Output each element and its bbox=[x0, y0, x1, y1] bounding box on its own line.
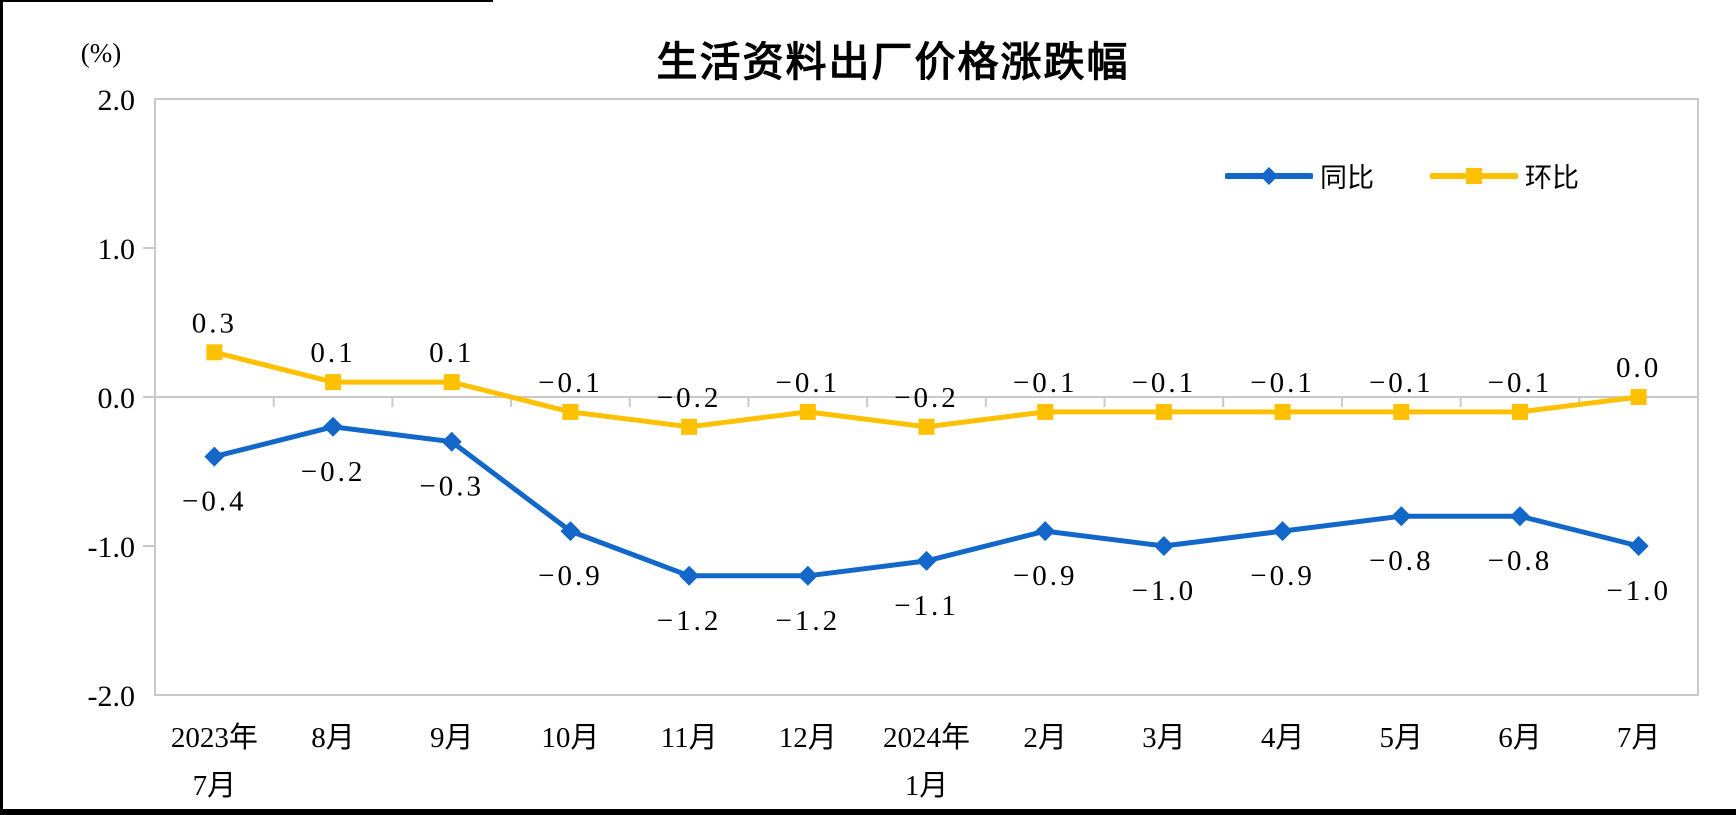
data-label: −1.0 bbox=[1132, 575, 1197, 607]
diamond-marker bbox=[323, 416, 344, 437]
square-marker bbox=[1630, 389, 1647, 405]
diamond-marker bbox=[679, 565, 700, 586]
square-marker bbox=[562, 403, 579, 420]
square-marker bbox=[1037, 403, 1054, 420]
square-line-sample-icon bbox=[1430, 167, 1518, 184]
data-label: −0.1 bbox=[776, 367, 841, 399]
square-marker bbox=[443, 374, 460, 391]
square-marker bbox=[681, 418, 698, 435]
x-tick-label: 7月 bbox=[193, 770, 237, 802]
data-label: −0.1 bbox=[1250, 367, 1315, 399]
diamond-marker bbox=[1035, 521, 1056, 542]
x-tick-label: 2024年 bbox=[883, 721, 970, 754]
data-label: −0.8 bbox=[1488, 545, 1553, 577]
y-axis-labels: 2.0 1.0 0.0 -1.0 -2.0 bbox=[88, 84, 136, 713]
y-tick-label: 0.0 bbox=[98, 382, 136, 415]
data-label: −0.1 bbox=[1132, 367, 1197, 399]
data-label: −0.9 bbox=[538, 560, 603, 592]
data-label: −1.0 bbox=[1606, 575, 1671, 607]
series-markers-1 bbox=[206, 344, 1647, 435]
y-tick-label: 2.0 bbox=[98, 84, 136, 117]
data-label: −0.2 bbox=[657, 382, 722, 414]
legend-item-1: 环比 bbox=[1430, 156, 1579, 195]
square-marker bbox=[325, 374, 342, 391]
data-label: −1.2 bbox=[776, 605, 841, 637]
data-label: −0.1 bbox=[1488, 367, 1553, 399]
data-label: 0.1 bbox=[429, 337, 474, 369]
series-markers-0 bbox=[204, 416, 1649, 586]
square-marker bbox=[1274, 403, 1291, 420]
square-marker bbox=[1155, 403, 1172, 420]
legend-item-0: 同比 bbox=[1225, 156, 1374, 195]
y-axis-unit-label: (%) bbox=[80, 38, 122, 68]
x-axis-ticks bbox=[154, 397, 1699, 407]
y-tick-label: 1.0 bbox=[98, 233, 136, 266]
data-label: −0.2 bbox=[301, 456, 366, 488]
data-label: 0.3 bbox=[192, 307, 237, 339]
data-label: 0.1 bbox=[310, 337, 355, 369]
y-tick-label: -2.0 bbox=[88, 680, 136, 713]
x-axis-labels: 2023年 7月 8月 9月 10月 11月 12月 2024年 1月 2月 3月 4月 5月 6月 7月 bbox=[171, 721, 1661, 802]
data-label: −1.1 bbox=[894, 590, 959, 622]
x-tick-label: 5月 bbox=[1380, 722, 1424, 754]
x-tick-label: 7月 bbox=[1617, 722, 1661, 754]
square-marker bbox=[1393, 403, 1410, 420]
x-tick-label: 11月 bbox=[661, 722, 718, 754]
diamond-marker bbox=[1272, 521, 1293, 542]
x-tick-label: 4月 bbox=[1261, 722, 1305, 754]
square-marker bbox=[918, 418, 935, 435]
diamond-marker bbox=[1391, 506, 1412, 527]
diamond-marker bbox=[1153, 536, 1174, 556]
x-tick-label: 1月 bbox=[905, 770, 949, 802]
series-data-labels-0: −0.4 −0.2 −0.3 −0.9 −1.2 −1.2 −1.1 −0.9 −1.0 −0.9… bbox=[182, 456, 1671, 637]
diamond-line-sample-icon bbox=[1225, 166, 1313, 185]
data-label: −0.1 bbox=[1013, 367, 1078, 399]
x-tick-label: 2月 bbox=[1023, 722, 1067, 754]
data-label: 0.0 bbox=[1616, 352, 1661, 384]
diamond-marker bbox=[797, 565, 818, 586]
data-label: −0.3 bbox=[419, 471, 484, 503]
data-label: −1.2 bbox=[657, 605, 722, 637]
x-tick-label: 9月 bbox=[430, 722, 474, 754]
data-label: −0.9 bbox=[1013, 560, 1078, 592]
diamond-marker bbox=[204, 446, 225, 467]
data-label: −0.9 bbox=[1250, 560, 1315, 592]
diamond-marker bbox=[560, 521, 581, 542]
data-label: −0.2 bbox=[894, 382, 959, 414]
diamond-marker bbox=[441, 431, 462, 452]
data-label: −0.1 bbox=[538, 367, 603, 399]
y-axis-ticks bbox=[143, 247, 155, 547]
x-tick-label: 10月 bbox=[541, 722, 599, 754]
page-top-border bbox=[3, 0, 493, 2]
x-tick-label: 8月 bbox=[311, 722, 355, 754]
diamond-marker bbox=[916, 550, 937, 571]
chart-title: 生活资料出厂价格涨跌幅 bbox=[656, 39, 1130, 85]
diamond-marker bbox=[1509, 506, 1530, 527]
data-label: −0.4 bbox=[182, 486, 247, 518]
square-marker bbox=[799, 403, 816, 420]
square-marker bbox=[206, 344, 223, 361]
square-marker bbox=[1511, 403, 1528, 420]
legend-label-0: 同比 bbox=[1320, 163, 1374, 193]
diamond-marker bbox=[1628, 536, 1649, 556]
data-label: −0.1 bbox=[1369, 367, 1434, 399]
series-data-labels-1: 0.3 0.1 0.1 −0.1 −0.2 −0.1 −0.2 −0.1 −0.1 −0.1 −0.… bbox=[192, 307, 1661, 414]
data-label: −0.8 bbox=[1369, 545, 1434, 577]
x-tick-label: 6月 bbox=[1498, 722, 1542, 754]
x-tick-label: 3月 bbox=[1142, 722, 1186, 754]
x-tick-label: 12月 bbox=[779, 722, 837, 754]
y-tick-label: -1.0 bbox=[88, 531, 136, 564]
x-tick-label: 2023年 bbox=[171, 721, 258, 754]
chart-legend: 同比 环比 bbox=[1225, 156, 1579, 195]
legend-label-1: 环比 bbox=[1525, 163, 1579, 193]
